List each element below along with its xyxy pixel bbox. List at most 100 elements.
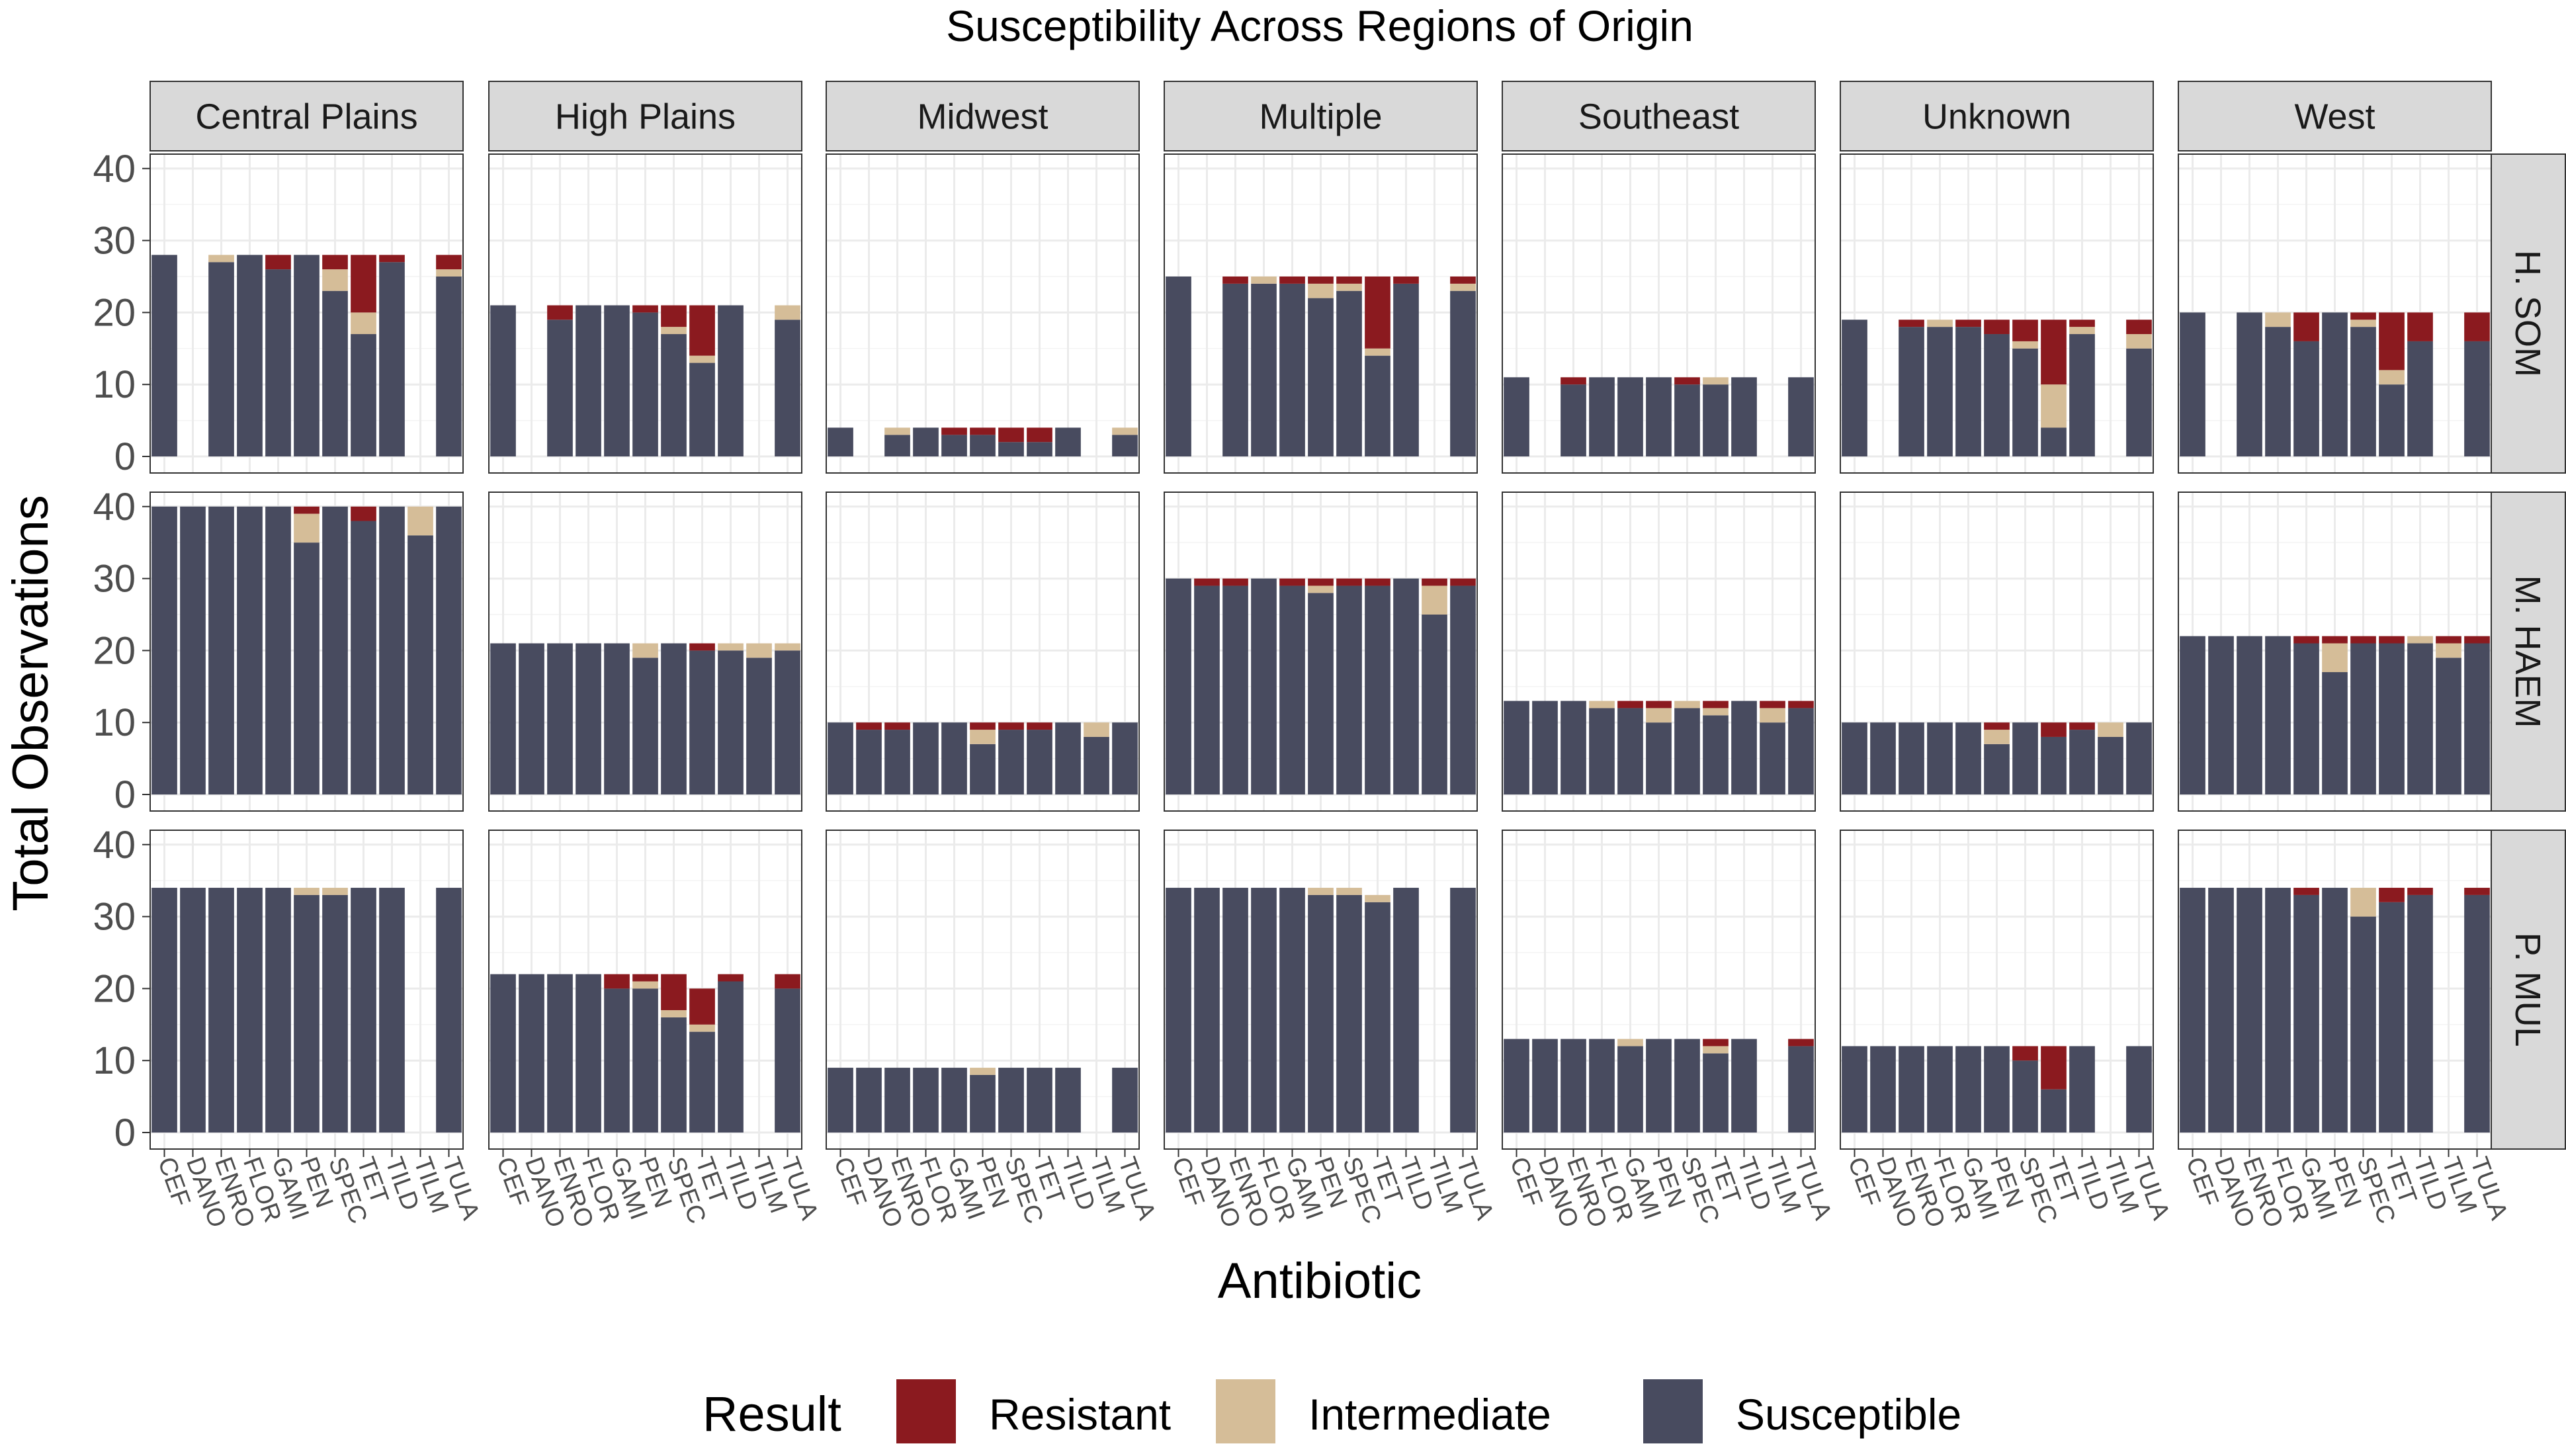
bar-segment-tula-susceptible (1450, 585, 1476, 794)
panel-p-mul-west (2178, 830, 2492, 1150)
bar-segment-pen-susceptible (1984, 334, 2010, 456)
bar-segment-enro-susceptible (1561, 384, 1586, 456)
bar-segment-tild-susceptible (2069, 1046, 2095, 1133)
bar-segment-spec-intermediate (2350, 320, 2376, 327)
panel-h-som-midwest (826, 153, 1140, 474)
bar-segment-tilm-resistant (1760, 701, 1785, 708)
bar-segment-tilm-intermediate (1422, 585, 1447, 615)
y-tick-label: 20 (93, 629, 136, 672)
panel-h-som-southeast (1502, 153, 1816, 474)
y-tick-label: 0 (114, 773, 136, 816)
bar-segment-tula-susceptible (1788, 377, 1814, 456)
bar-segment-flor-susceptible (237, 506, 263, 794)
bar-segment-tet-susceptible (1703, 1053, 1729, 1133)
bar-segment-gami-susceptible (265, 888, 291, 1133)
bar-segment-enro-susceptible (1222, 585, 1248, 794)
bar-segment-spec-intermediate (1336, 888, 1362, 895)
panel-p-mul-multiple (1164, 830, 1478, 1150)
bar-segment-spec-susceptible (322, 894, 348, 1133)
bar-segment-tild-susceptible (1731, 701, 1757, 794)
bar-segment-tula-susceptible (2464, 894, 2490, 1133)
bar-segment-tet-susceptible (2041, 1089, 2067, 1133)
bar-segment-flor-intermediate (1927, 320, 1953, 327)
bar-segment-pen-intermediate (1308, 585, 1334, 593)
strip-label-high-plains: High Plains (555, 97, 736, 137)
bar-segment-cef-susceptible (1842, 1046, 1867, 1133)
bar-segment-enro-susceptible (884, 1068, 910, 1133)
bar-segment-tilm-intermediate (1760, 708, 1785, 723)
panel-p-mul-southeast (1502, 830, 1816, 1150)
bar-segment-tet-resistant (1027, 722, 1052, 730)
bar-segment-tild-resistant (379, 255, 405, 263)
bar-segment-dano-susceptible (856, 1068, 882, 1133)
bar-segment-spec-susceptible (1674, 384, 1700, 456)
bar-segment-flor-susceptible (1927, 722, 1953, 794)
y-tick-label: 30 (93, 558, 136, 601)
bar-segment-tula-resistant (2464, 312, 2490, 341)
bar-segment-tula-resistant (1788, 701, 1814, 708)
bar-segment-cef-susceptible (1166, 276, 1191, 456)
bar-segment-spec-susceptible (322, 290, 348, 456)
bar-segment-tet-intermediate (1365, 348, 1390, 356)
bar-segment-pen-resistant (2322, 636, 2348, 644)
bar-segment-spec-susceptible (661, 334, 687, 456)
bar-segment-pen-resistant (294, 506, 320, 514)
bar-segment-spec-resistant (998, 722, 1024, 730)
bar-segment-dano-susceptible (1870, 722, 1896, 794)
bar-segment-flor-susceptible (1927, 327, 1953, 456)
bar-segment-tet-susceptible (351, 334, 376, 456)
bar-segment-tild-susceptible (1731, 377, 1757, 456)
bar-segment-flor-susceptible (1589, 708, 1615, 794)
bar-segment-gami-susceptible (1279, 585, 1305, 794)
bar-segment-enro-resistant (1222, 276, 1248, 284)
bar-segment-tild-susceptible (1055, 1068, 1081, 1133)
bar-segment-enro-susceptible (547, 643, 573, 794)
bar-segment-tild-resistant (1393, 276, 1419, 284)
bar-segment-gami-susceptible (1279, 283, 1305, 456)
bar-segment-tet-susceptible (689, 650, 715, 794)
bar-segment-tet-intermediate (1703, 377, 1729, 385)
bar-segment-tild-susceptible (2407, 643, 2433, 794)
bar-segment-tilm-susceptible (1760, 722, 1785, 794)
strip-midwest (826, 81, 1140, 151)
bar-segment-flor-susceptible (2265, 327, 2291, 456)
bar-segment-tilm-intermediate (407, 506, 433, 536)
bar-segment-pen-intermediate (1984, 730, 2010, 744)
y-tick-label: 0 (114, 1111, 136, 1154)
bar-segment-gami-susceptible (1955, 722, 1981, 794)
bar-segment-tet-susceptible (1027, 442, 1052, 456)
bar-segment-spec-susceptible (2012, 348, 2038, 456)
bar-segment-spec-resistant (2012, 1046, 2038, 1061)
bar-segment-cef-susceptible (828, 427, 853, 456)
bar-segment-tula-resistant (775, 974, 800, 989)
legend-title: Result (703, 1387, 841, 1441)
y-tick-label: 10 (93, 1039, 136, 1082)
bar-segment-flor-susceptible (1251, 888, 1277, 1133)
bar-segment-tilm-intermediate (2436, 643, 2461, 658)
legend-swatch-intermediate (1216, 1379, 1275, 1443)
panel-m-haem-central-plains (150, 492, 464, 812)
y-tick-label: 0 (114, 435, 136, 478)
bar-segment-tula-intermediate (775, 305, 800, 320)
panel-p-mul-high-plains (488, 830, 802, 1150)
bar-segment-tild-susceptible (1393, 283, 1419, 456)
legend-label-susceptible: Susceptible (1736, 1390, 1961, 1439)
panel-border (488, 153, 802, 474)
bar-segment-spec-intermediate (2350, 888, 2376, 917)
bar-segment-gami-susceptible (1955, 327, 1981, 456)
bar-segment-spec-susceptible (2012, 1060, 2038, 1133)
bar-segment-enro-susceptible (1222, 888, 1248, 1133)
bar-segment-tula-susceptible (1112, 435, 1138, 456)
bar-segment-tula-susceptible (1450, 290, 1476, 456)
bar-segment-pen-intermediate (1646, 708, 1672, 723)
bar-segment-tet-resistant (2041, 722, 2067, 737)
panel-border (826, 492, 1140, 812)
bar-segment-pen-susceptible (632, 988, 658, 1133)
bar-segment-tet-susceptible (1703, 715, 1729, 794)
bar-segment-tula-resistant (1450, 276, 1476, 284)
bar-segment-tula-intermediate (775, 643, 800, 651)
bar-segment-tet-susceptible (689, 1031, 715, 1133)
chart-title: Susceptibility Across Regions of Origin (946, 1, 1693, 50)
bar-segment-spec-susceptible (1336, 585, 1362, 794)
panel-border (1840, 492, 2154, 812)
